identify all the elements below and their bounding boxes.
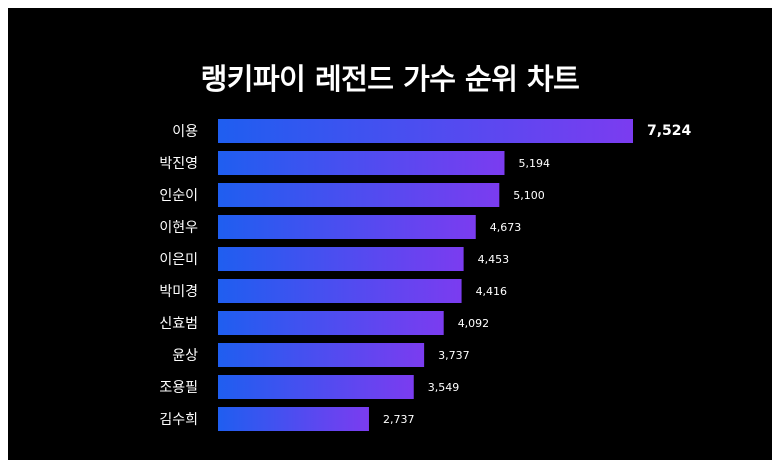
- category-label: 박미경: [159, 284, 198, 300]
- bars-group: 이용 7,524 박진영 5,194 인순이 5,100 이현우 4,673 이은미 4,453 박…: [159, 119, 692, 431]
- category-label: 신효범: [159, 316, 198, 332]
- category-label: 이은미: [159, 252, 198, 268]
- bar: [218, 183, 500, 207]
- value-label: 2,737: [383, 413, 415, 426]
- bar: [218, 215, 476, 239]
- category-label: 이현우: [159, 220, 198, 236]
- chart-title: 랭키파이 레전드 가수 순위 차트: [200, 62, 580, 96]
- value-label: 4,453: [478, 253, 510, 266]
- bar: [218, 407, 369, 431]
- category-label: 김수희: [159, 412, 198, 428]
- bar: [218, 279, 462, 303]
- category-label: 윤상: [172, 348, 198, 364]
- value-label: 3,549: [428, 381, 460, 394]
- bar: [218, 247, 464, 271]
- category-label: 조용필: [159, 380, 198, 396]
- category-label: 이용: [172, 124, 198, 140]
- bar-chart: 이용 7,524 박진영 5,194 인순이 5,100 이현우 4,673 이은미 4,453 박…: [159, 119, 692, 431]
- category-label: 인순이: [159, 188, 198, 204]
- value-label: 4,092: [458, 317, 490, 330]
- bar: [218, 343, 425, 367]
- value-label: 4,416: [476, 285, 508, 298]
- value-label: 5,100: [513, 189, 545, 202]
- chart-panel: 랭키파이 레전드 가수 순위 차트 이용 7,524 박진영 5,194 인순이 5,10…: [8, 8, 772, 460]
- value-label: 5,194: [518, 157, 550, 170]
- bar: [218, 119, 633, 143]
- value-label: 7,524: [647, 123, 692, 139]
- bar: [218, 311, 444, 335]
- bar: [218, 151, 505, 175]
- bar: [218, 375, 414, 399]
- value-label: 3,737: [438, 349, 470, 362]
- value-label: 4,673: [490, 221, 522, 234]
- category-label: 박진영: [159, 156, 198, 172]
